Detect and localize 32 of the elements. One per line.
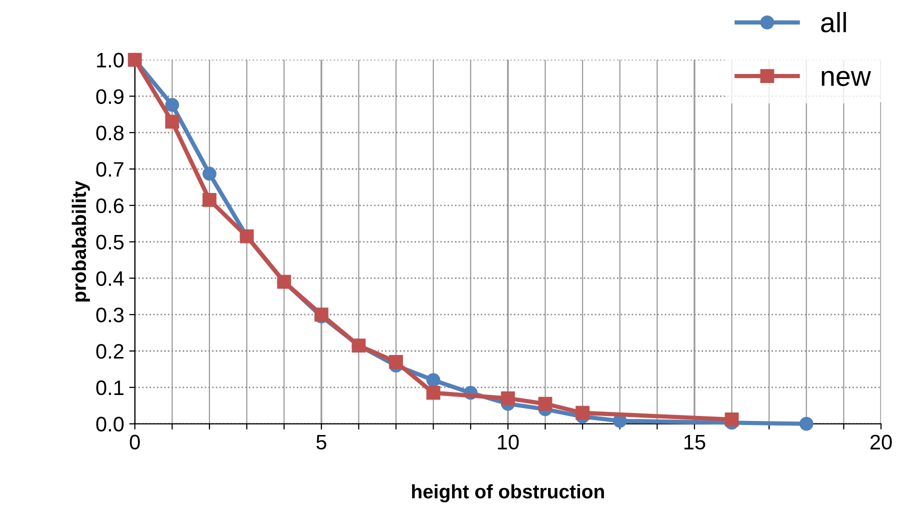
y-tick-label: 0.0 xyxy=(96,416,124,432)
y-tick-label: 0.5 xyxy=(96,234,124,250)
point xyxy=(576,406,590,420)
y-tick-label: 0.7 xyxy=(96,162,124,177)
legend-label: all xyxy=(821,12,846,32)
x-tick-label: 15 xyxy=(684,434,706,450)
x-tick-label: 10 xyxy=(498,434,519,450)
y-tick-label: 0.3 xyxy=(96,308,124,322)
x-tick-label: 20 xyxy=(870,434,892,450)
x-tick-label: 0 xyxy=(130,434,140,450)
y-tick-label: 0.9 xyxy=(96,89,124,104)
y-axis-title: probabability xyxy=(72,180,90,302)
point xyxy=(202,192,216,207)
point xyxy=(389,354,403,369)
y-tick-label: 0.2 xyxy=(96,344,124,359)
y-tick-label: 0.4 xyxy=(96,271,124,286)
y-tick-label: 0.6 xyxy=(96,198,124,214)
point xyxy=(724,412,739,426)
point xyxy=(165,114,180,129)
point xyxy=(426,386,440,400)
point xyxy=(500,391,515,406)
x-axis-title: height of obstruction xyxy=(412,484,604,502)
point xyxy=(799,416,814,431)
x-tick-label: 5 xyxy=(316,434,326,450)
y-tick-label: 0.1 xyxy=(96,380,124,396)
point xyxy=(165,98,180,112)
point xyxy=(426,373,440,388)
point xyxy=(202,166,216,181)
y-tick-label: 1.0 xyxy=(97,52,124,68)
y-tick-label: 0.8 xyxy=(96,126,124,140)
legend-label: new xyxy=(822,70,872,86)
point xyxy=(538,396,552,411)
